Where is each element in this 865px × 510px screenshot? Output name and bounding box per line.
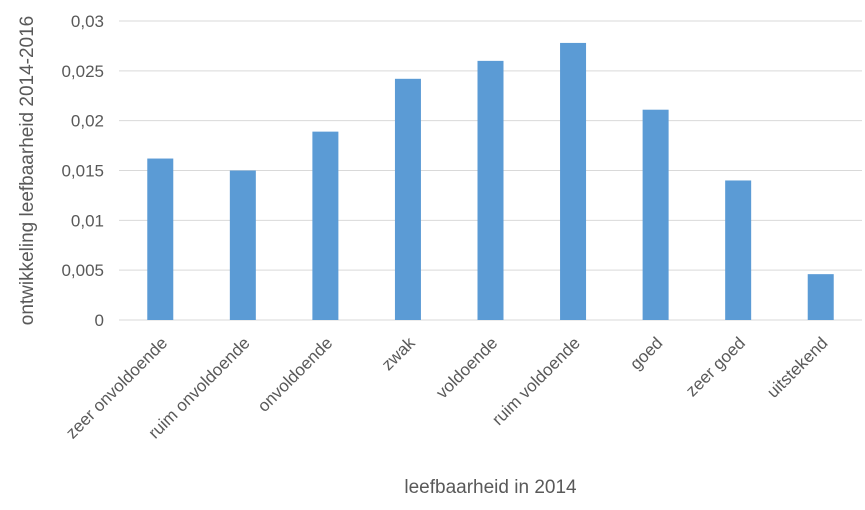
x-axis-title: leefbaarheid in 2014	[404, 477, 577, 498]
bars	[147, 42, 834, 320]
x-tick-label: goed	[626, 333, 666, 373]
y-tick-label: 0,005	[61, 261, 104, 280]
bar	[807, 274, 834, 320]
bar	[560, 42, 587, 320]
bar	[312, 131, 339, 320]
y-tick-label: 0,015	[61, 162, 104, 181]
y-tick-label: 0,02	[71, 112, 104, 131]
bar	[477, 60, 504, 320]
x-tick-label: onvoldoende	[254, 333, 336, 415]
y-tick-label: 0,01	[71, 211, 104, 230]
bar	[394, 78, 421, 320]
x-tick-label: uitstekend	[763, 333, 831, 401]
y-axis-title: ontwikkeling leefbaarheid 2014-2016	[17, 16, 38, 326]
bar	[642, 109, 669, 320]
x-tick-label: zeer goed	[682, 333, 749, 400]
x-tick-label: ruim voldoende	[488, 333, 584, 429]
bar	[725, 180, 752, 320]
x-tick-label: zwak	[378, 333, 419, 374]
bar	[229, 170, 256, 320]
x-tick-label: voldoende	[432, 333, 501, 402]
bar	[147, 158, 174, 320]
y-tick-label: 0,025	[61, 62, 104, 81]
y-axis-ticks: 0 0,005 0,01 0,015 0,02 0,025 0,03	[61, 12, 104, 330]
y-tick-label: 0	[95, 311, 104, 330]
y-tick-label: 0,03	[71, 12, 104, 31]
